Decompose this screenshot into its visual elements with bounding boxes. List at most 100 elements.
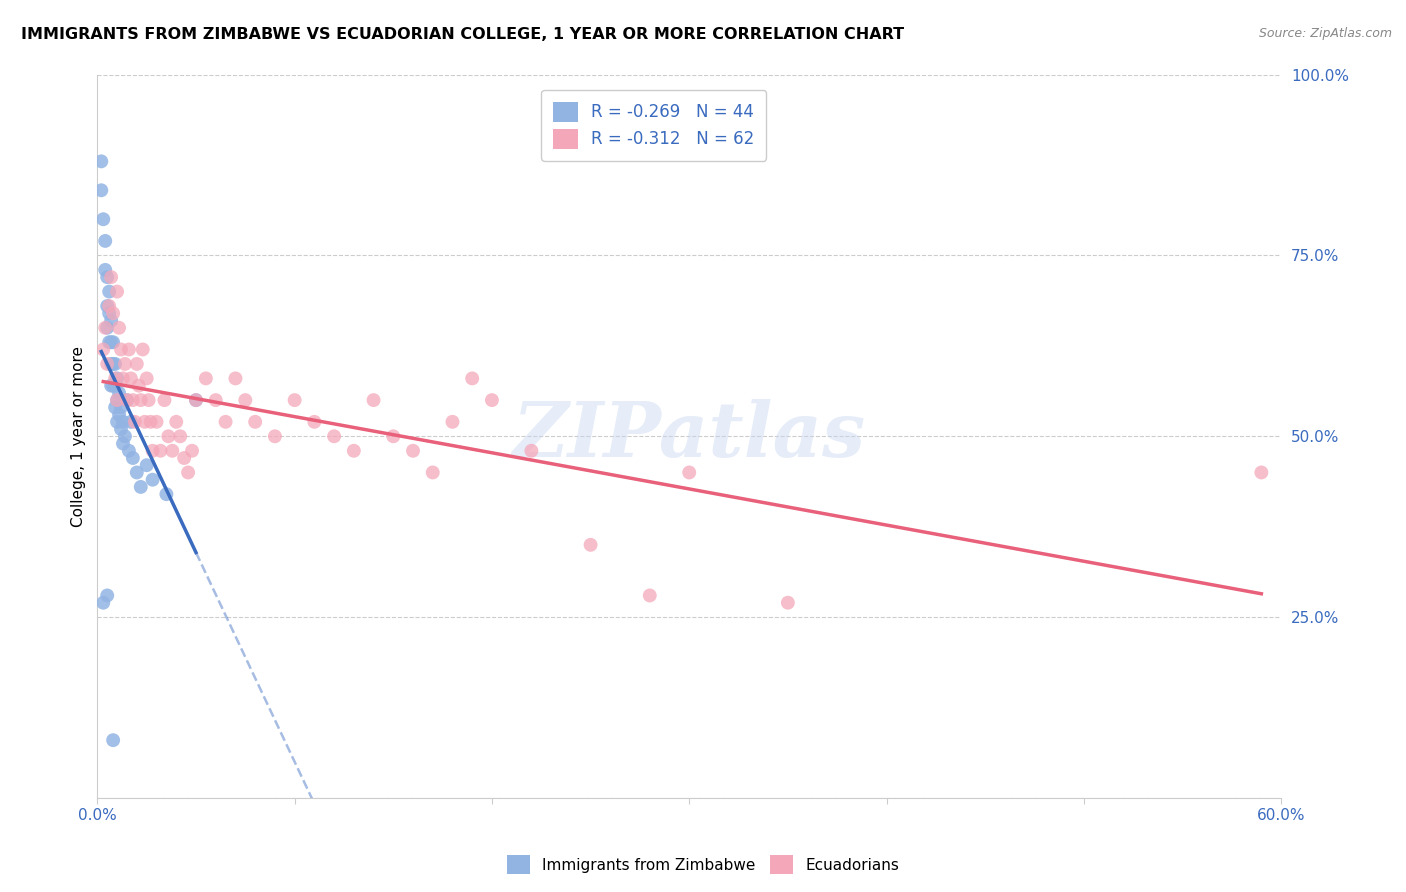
Point [94,234,117,248]
Point [155,487,177,501]
Point [184,393,207,408]
Point [579,538,602,552]
Point [110,401,132,415]
Point [128,378,150,392]
Point [121,393,143,408]
Point [96,320,118,334]
Point [243,415,266,429]
Point [91,343,114,357]
Point [111,371,134,385]
Point [100,270,122,285]
Point [96,270,118,285]
Point [194,371,217,385]
Point [115,393,138,408]
Point [135,458,157,473]
Point [91,212,114,227]
Point [104,357,127,371]
Point [108,320,131,334]
Point [100,313,122,327]
Point [105,393,128,408]
Point [104,371,127,385]
Point [284,393,307,408]
Point [90,154,112,169]
Point [402,443,425,458]
Point [135,371,157,385]
Point [101,306,124,320]
Point [104,401,127,415]
Point [101,378,124,392]
Point [110,343,132,357]
Point [304,415,326,429]
Point [105,393,128,408]
Point [96,589,118,603]
Point [678,466,700,480]
Point [138,393,160,408]
Point [129,393,152,408]
Point [162,443,184,458]
Point [98,306,121,320]
Text: IMMIGRANTS FROM ZIMBABWE VS ECUADORIAN COLLEGE, 1 YEAR OR MORE CORRELATION CHART: IMMIGRANTS FROM ZIMBABWE VS ECUADORIAN C… [21,27,904,42]
Point [101,733,124,747]
Point [124,415,146,429]
Point [100,357,122,371]
Point [165,415,187,429]
Point [142,473,165,487]
Point [169,429,191,443]
Point [343,443,366,458]
Point [104,378,127,392]
Point [233,393,256,408]
Point [100,335,122,350]
Point [363,393,385,408]
Point [108,408,131,422]
Point [173,450,195,465]
Point [114,357,136,371]
Point [101,335,124,350]
Point [520,443,543,458]
Point [776,596,799,610]
Point [98,335,121,350]
Point [145,415,167,429]
Point [101,357,124,371]
Point [441,415,464,429]
Point [142,443,165,458]
Point [96,357,118,371]
Point [120,371,142,385]
Point [139,415,162,429]
Point [638,589,661,603]
Y-axis label: College, 1 year or more: College, 1 year or more [72,346,86,527]
Point [184,393,207,408]
Point [134,415,156,429]
Point [111,436,134,450]
Point [94,320,117,334]
Point [91,596,114,610]
Point [177,466,200,480]
Point [98,299,121,313]
Point [96,299,118,313]
Point [481,393,503,408]
Point [204,393,226,408]
Point [125,466,148,480]
Point [132,343,155,357]
Point [94,263,117,277]
Point [149,443,172,458]
Point [181,443,204,458]
Point [105,371,128,385]
Point [224,371,246,385]
Point [120,415,142,429]
Point [115,393,138,408]
Legend: R = -0.269   N = 44, R = -0.312   N = 62: R = -0.269 N = 44, R = -0.312 N = 62 [541,90,766,161]
Point [110,422,132,436]
Point [111,415,134,429]
Point [323,429,346,443]
Point [129,480,152,494]
Point [118,343,141,357]
Point [90,183,112,197]
Point [98,285,121,299]
Point [1250,466,1272,480]
Text: ZIPatlas: ZIPatlas [513,400,866,474]
Point [108,385,131,400]
Point [422,466,444,480]
Point [153,393,176,408]
Point [264,429,287,443]
Point [105,415,128,429]
